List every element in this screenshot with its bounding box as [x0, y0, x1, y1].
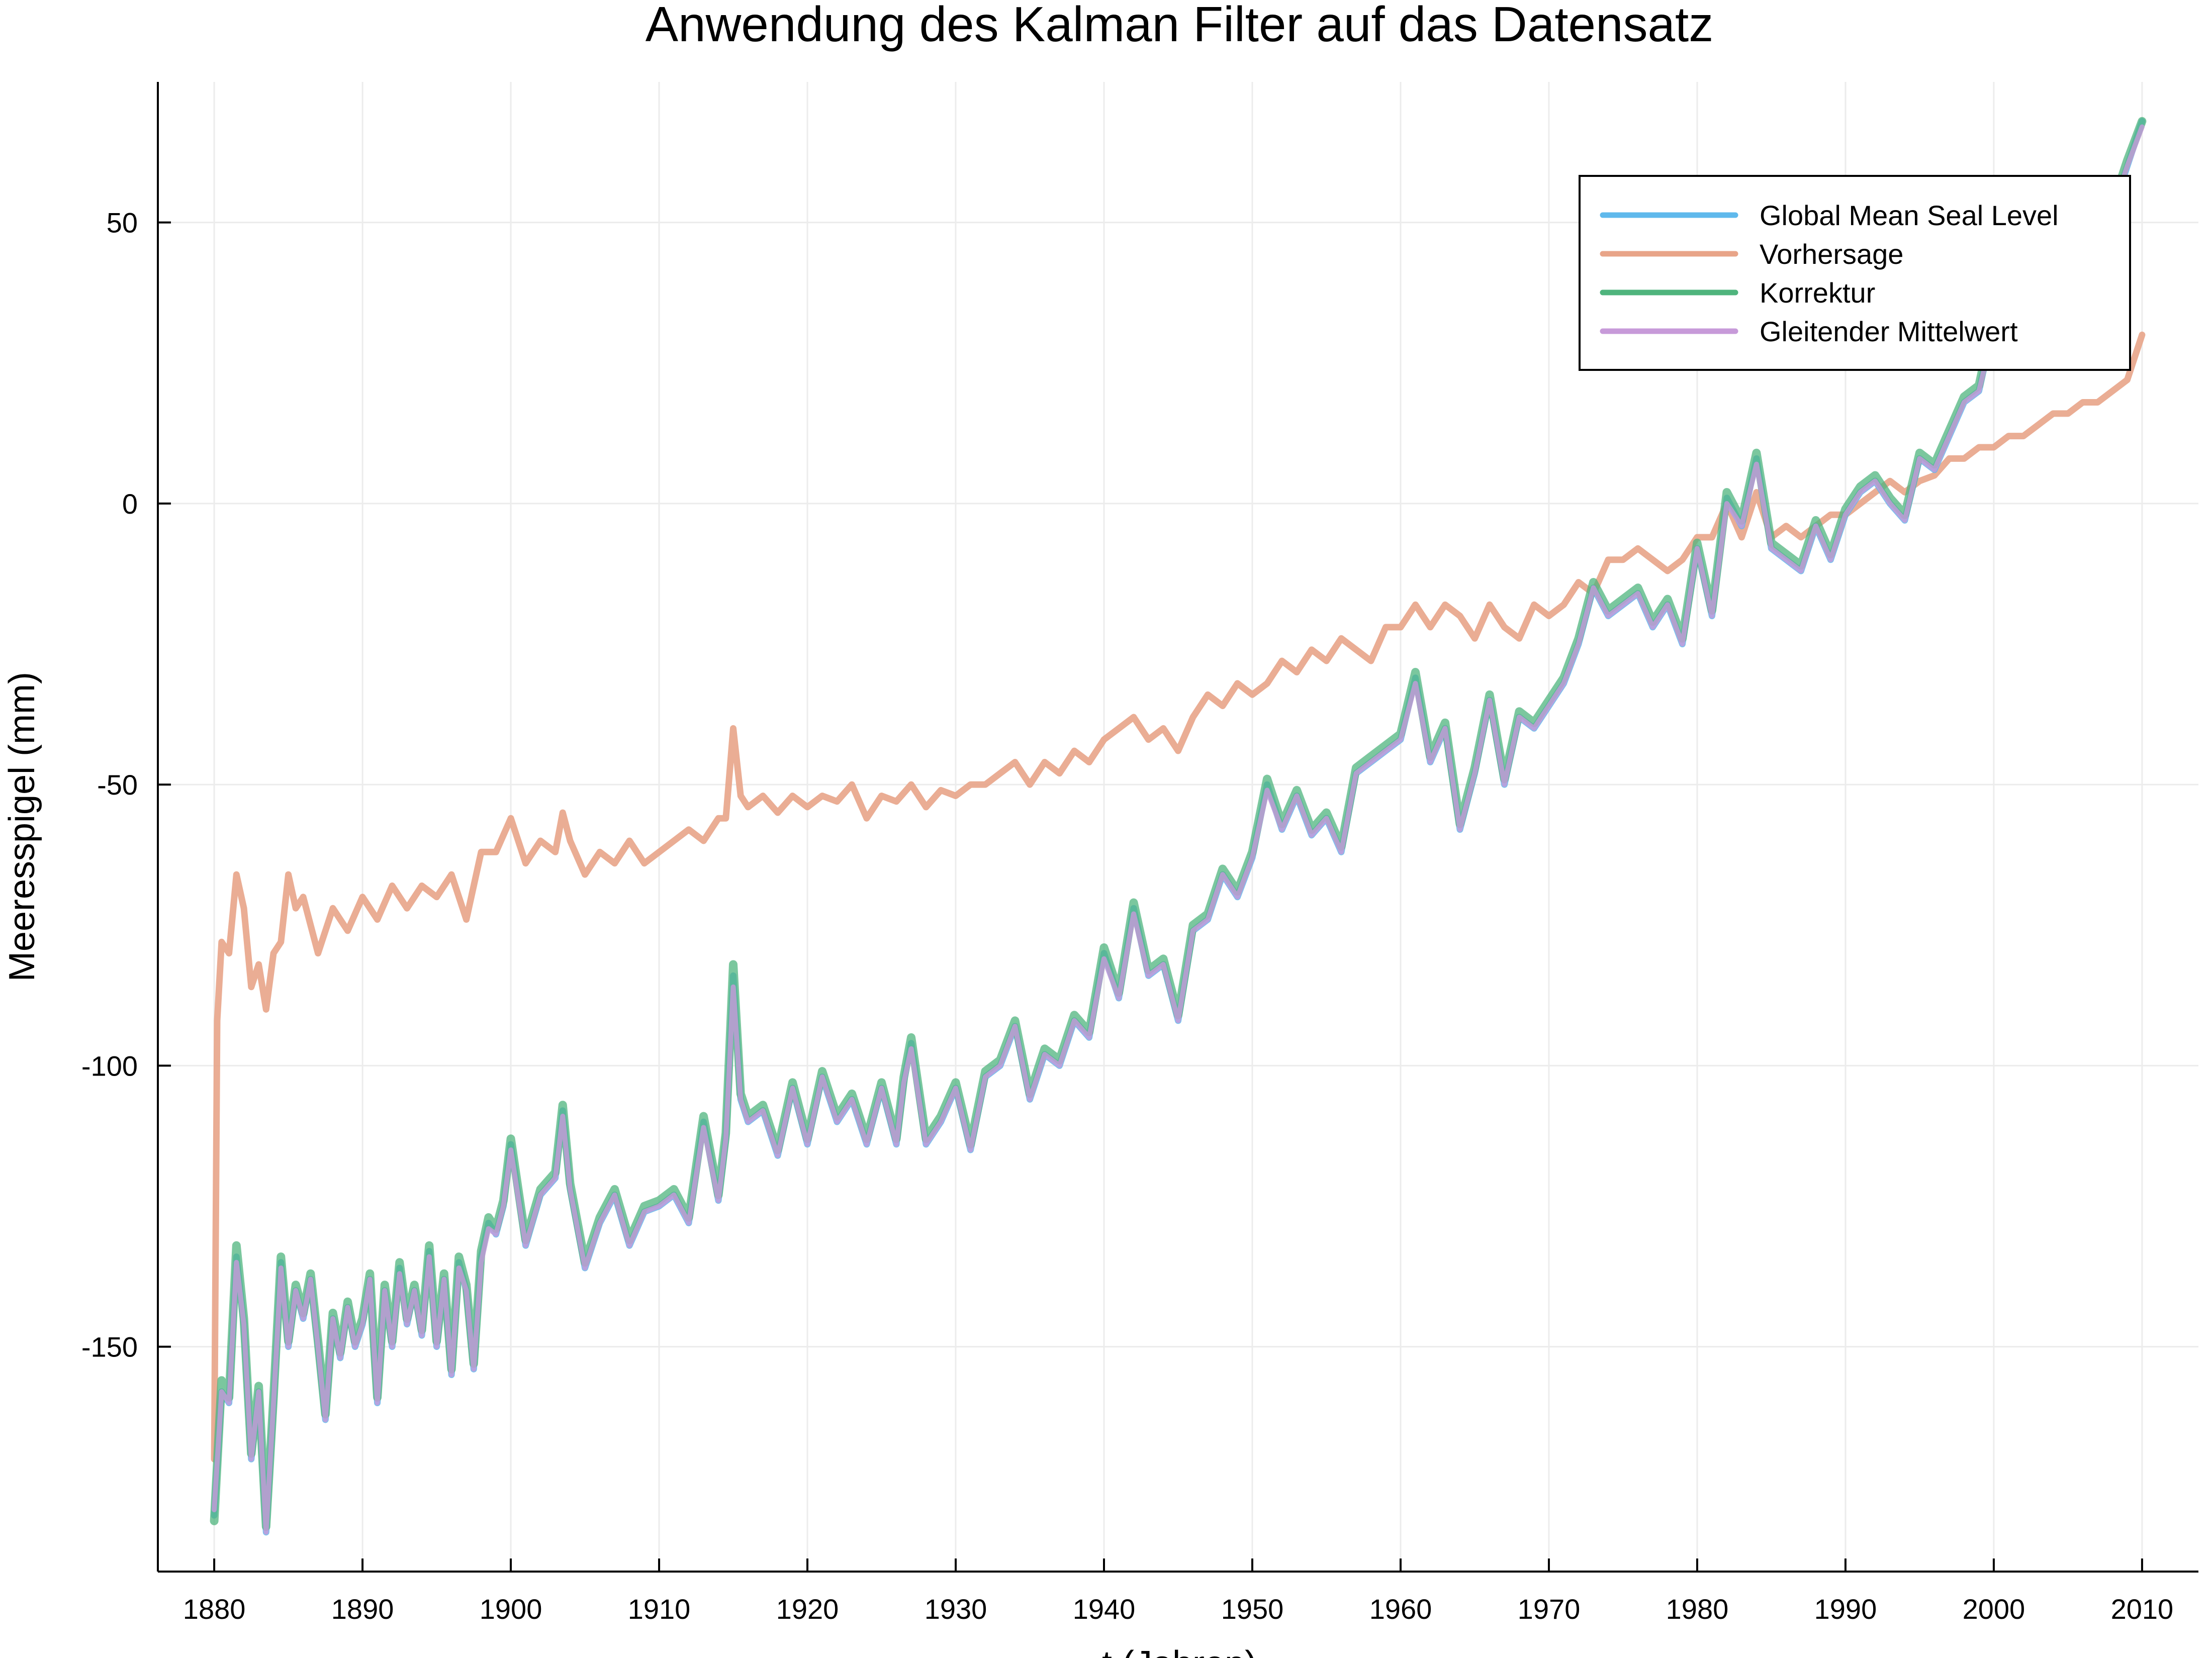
- series-line-gleitender-mittelwert: [212, 124, 2145, 1535]
- x-tick-label: 1880: [183, 1593, 246, 1625]
- x-tick-label: 2000: [1963, 1593, 2025, 1625]
- y-axis-title: Meeresspigel (mm): [2, 672, 42, 982]
- legend-label-vorhersage: Vorhersage: [1760, 238, 1903, 270]
- y-tick-label: -150: [81, 1331, 138, 1363]
- x-tick-label: 1980: [1666, 1593, 1729, 1625]
- axes: [157, 82, 2198, 1573]
- x-tick-label: 1920: [776, 1593, 839, 1625]
- x-tick-label: 1960: [1369, 1593, 1432, 1625]
- x-tick-label: 1930: [925, 1593, 987, 1625]
- y-tick-label: 50: [107, 207, 138, 239]
- series-line-vorhersage: [211, 331, 2146, 1462]
- y-tick-label: 0: [122, 488, 138, 520]
- x-tick-label: 1900: [480, 1593, 542, 1625]
- legend: Global Mean Seal Level Vorhersage Korrek…: [1579, 175, 2131, 371]
- series-lines: [210, 117, 2147, 1536]
- y-tick-label: -50: [97, 769, 138, 801]
- x-tick-label: 1910: [628, 1593, 691, 1625]
- legend-box: [1579, 175, 2131, 371]
- legend-label-global-mean: Global Mean Seal Level: [1760, 200, 2059, 231]
- x-tick-label: 1890: [331, 1593, 394, 1625]
- legend-label-korrektur: Korrektur: [1760, 277, 1875, 309]
- x-tick-label: 1990: [1814, 1593, 1877, 1625]
- x-axis-title: t (Jahren): [1102, 1644, 1257, 1658]
- x-tick-label: 1950: [1221, 1593, 1284, 1625]
- x-tick-label: 1940: [1073, 1593, 1136, 1625]
- chart-title: Anwendung des Kalman Filter auf das Date…: [646, 0, 1714, 52]
- legend-label-gleitender: Gleitender Mittelwert: [1760, 316, 2018, 347]
- x-tick-label: 2010: [2111, 1593, 2174, 1625]
- x-tick-label: 1970: [1518, 1593, 1581, 1625]
- axis-ticks: 1880 1890 1900 1910 1920 1930 1940 1950 1960 1970…: [81, 207, 2173, 1625]
- y-tick-label: -100: [81, 1050, 138, 1082]
